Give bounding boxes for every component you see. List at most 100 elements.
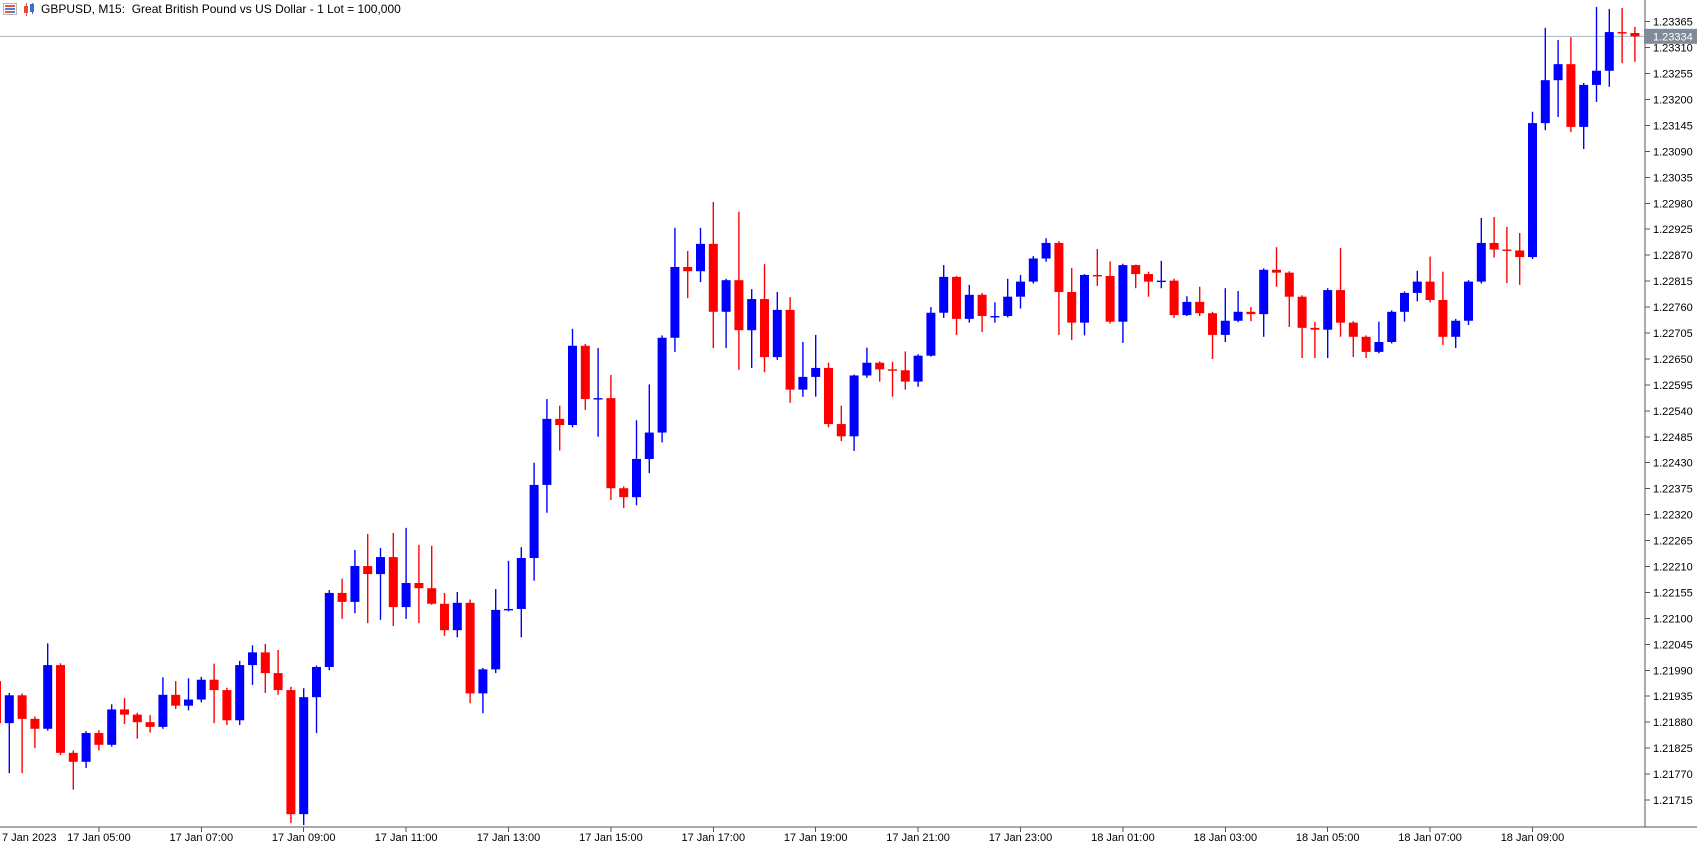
candle-body[interactable] <box>1259 269 1269 315</box>
candle-body[interactable] <box>900 370 910 382</box>
candle-body[interactable] <box>1105 275 1115 322</box>
candle-body[interactable] <box>1016 281 1025 297</box>
candle-body[interactable] <box>1540 80 1550 124</box>
candle-body[interactable] <box>184 699 193 706</box>
market-depth-icon[interactable] <box>3 3 17 15</box>
candle-body[interactable] <box>1604 32 1614 71</box>
candle-body[interactable] <box>798 376 808 390</box>
candle-body[interactable] <box>1476 242 1486 282</box>
candle-body[interactable] <box>1361 336 1371 352</box>
candle-body[interactable] <box>977 294 987 317</box>
candlestick-mode-icon[interactable] <box>22 3 36 16</box>
candle-body[interactable] <box>721 280 731 312</box>
candle-body[interactable] <box>516 558 526 609</box>
candle-body[interactable] <box>1630 33 1640 37</box>
candle-body[interactable] <box>632 458 641 498</box>
candle-body[interactable] <box>1195 301 1205 314</box>
candle-body[interactable] <box>158 694 168 727</box>
candle-body[interactable] <box>1054 242 1064 292</box>
candle-body[interactable] <box>376 557 385 575</box>
candle-body[interactable] <box>836 424 846 437</box>
candle-body[interactable] <box>862 362 872 376</box>
candle-body[interactable] <box>1003 296 1013 317</box>
candle-body[interactable] <box>401 583 411 608</box>
candle-body[interactable] <box>747 299 757 331</box>
candle-body[interactable] <box>849 375 859 437</box>
candle-body[interactable] <box>529 484 539 559</box>
candle-body[interactable] <box>1028 258 1038 282</box>
candle-body[interactable] <box>1400 292 1409 312</box>
time-axis[interactable]: 7 Jan 2023 17 Jan 05:00 17 Jan 07:00 17 Jan… <box>2 827 1564 844</box>
candle-body[interactable] <box>1310 327 1320 330</box>
candle-body[interactable] <box>30 718 40 729</box>
candle-body[interactable] <box>913 355 923 382</box>
candle-body[interactable] <box>875 362 885 370</box>
candle-body[interactable] <box>145 722 155 727</box>
candle-body[interactable] <box>964 294 974 319</box>
candle-body[interactable] <box>1323 290 1333 330</box>
candle-body[interactable] <box>593 398 603 400</box>
candle-body[interactable] <box>120 709 129 715</box>
candle-body[interactable] <box>926 312 936 356</box>
candle-body[interactable] <box>760 299 769 358</box>
candle-body[interactable] <box>350 566 360 602</box>
candle-body[interactable] <box>17 695 27 719</box>
candle-body[interactable] <box>312 666 321 698</box>
candle-body[interactable] <box>94 733 104 745</box>
candle-body[interactable] <box>811 367 821 377</box>
candle-body[interactable] <box>683 266 693 272</box>
candle-body[interactable] <box>1425 281 1435 300</box>
candle-body[interactable] <box>670 266 680 338</box>
candle-body[interactable] <box>299 697 309 815</box>
candle-body[interactable] <box>542 418 552 485</box>
candle-body[interactable] <box>1515 250 1525 258</box>
candle-body[interactable] <box>1041 242 1051 259</box>
candle-body[interactable] <box>1438 300 1448 337</box>
candle-body[interactable] <box>1617 32 1627 34</box>
candle-body[interactable] <box>1067 291 1077 323</box>
candle-body[interactable] <box>1579 84 1589 127</box>
candle-body[interactable] <box>196 679 206 700</box>
candle-body[interactable] <box>1118 265 1128 322</box>
candle-body[interactable] <box>132 714 142 723</box>
candle-body[interactable] <box>1553 64 1563 81</box>
candle-body[interactable] <box>772 309 782 358</box>
candle-body[interactable] <box>491 609 501 670</box>
candle-body[interactable] <box>427 588 437 604</box>
candle-body[interactable] <box>1156 280 1166 283</box>
candle-body[interactable] <box>606 398 616 489</box>
price-axis[interactable]: 1.23365 1.23310 1.23255 1.23200 1.23145 1.230… <box>1645 17 1693 807</box>
candle-body[interactable] <box>107 709 117 745</box>
candle-body[interactable] <box>363 566 373 575</box>
candle-body[interactable] <box>324 592 334 667</box>
candle-body[interactable] <box>1284 272 1294 297</box>
candle-body[interactable] <box>1566 64 1576 127</box>
candle-body[interactable] <box>1464 281 1473 321</box>
candle-body[interactable] <box>1451 320 1461 337</box>
candle-body[interactable] <box>990 316 1000 318</box>
candle-body[interactable] <box>1387 311 1397 342</box>
candle-body[interactable] <box>1336 290 1345 323</box>
candle-body[interactable] <box>568 345 577 425</box>
candle-body[interactable] <box>1374 341 1384 352</box>
candle-body[interactable] <box>43 665 53 729</box>
candle-body[interactable] <box>1297 296 1307 328</box>
candle-body[interactable] <box>81 733 91 762</box>
candle-body[interactable] <box>555 418 565 425</box>
candle-body[interactable] <box>1246 311 1256 315</box>
candle-body[interactable] <box>644 432 654 459</box>
candle-body[interactable] <box>440 603 449 631</box>
candle-body[interactable] <box>68 752 78 762</box>
candle-body[interactable] <box>478 669 488 694</box>
candle-body[interactable] <box>785 309 795 390</box>
candle-body[interactable] <box>619 488 629 498</box>
candle-body[interactable] <box>1208 313 1217 335</box>
candle-body[interactable] <box>1489 242 1499 250</box>
candle-body[interactable] <box>260 652 270 674</box>
candle-body[interactable] <box>888 369 897 371</box>
candle-body[interactable] <box>4 695 14 724</box>
candle-body[interactable] <box>222 690 232 721</box>
candle-body[interactable] <box>1092 275 1102 277</box>
candle-body[interactable] <box>952 276 961 319</box>
